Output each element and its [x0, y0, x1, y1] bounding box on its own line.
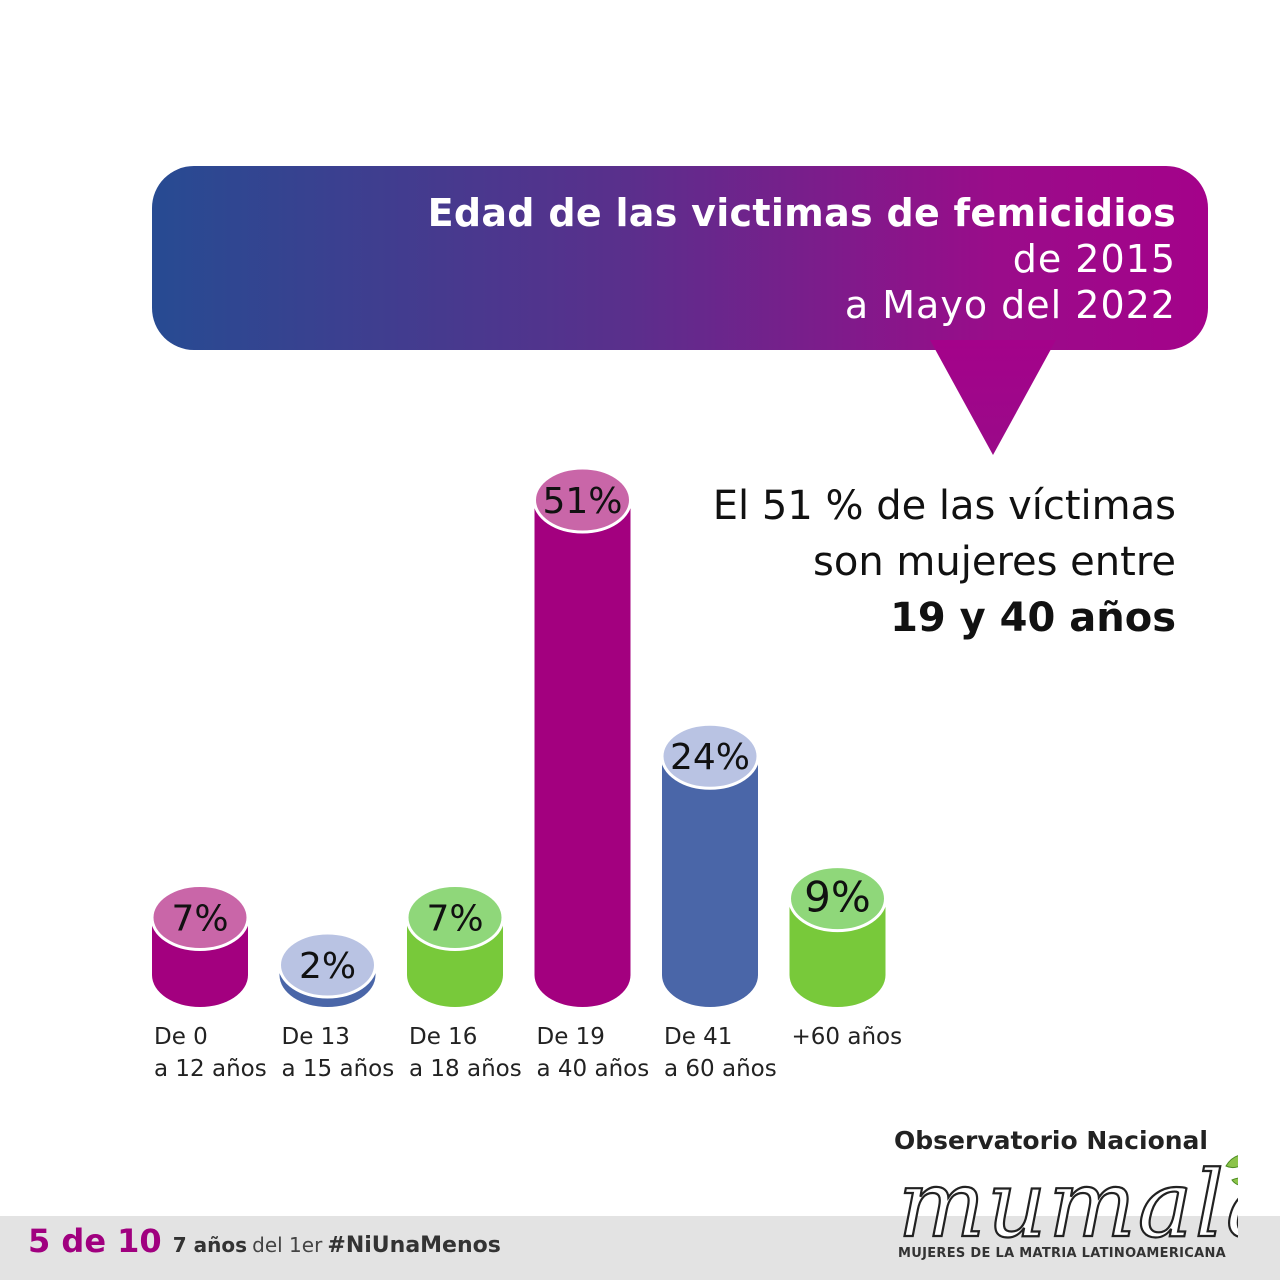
footer-text: 5 de 10 7 años del 1er #NiUnaMenos: [28, 1222, 501, 1260]
category-label-line2: a 18 años: [409, 1056, 522, 1082]
title-banner: [152, 166, 1208, 350]
banner-text: Edad de las victimas de femicidios de 20…: [428, 190, 1176, 328]
mumala-logo: Observatorio Nacional mumala MUJERES DE …: [880, 1120, 1260, 1270]
bar-top-4: [660, 722, 760, 790]
footer-years: 7 años: [172, 1233, 248, 1257]
bar-top-1: [278, 931, 377, 999]
category-label-line2: a 60 años: [664, 1056, 777, 1082]
leaf-icon-small: [1231, 1177, 1238, 1186]
category-label-4: De 41 a 60 años: [664, 1021, 794, 1085]
bar-value-label-0: 7%: [171, 899, 228, 940]
bar-top-3: [533, 466, 632, 534]
bar-1: 2%: [278, 931, 377, 1007]
category-label-line1: De 16: [409, 1024, 478, 1050]
logo-word-text: mumala: [898, 1151, 1238, 1250]
category-label-line2: a 12 años: [154, 1056, 267, 1082]
chart-title: Edad de las victimas de femicidios: [427, 191, 1176, 235]
category-label-line2: a 15 años: [281, 1056, 395, 1082]
category-label-line1: De 19: [536, 1024, 605, 1050]
bar-value-label-2: 7%: [426, 899, 483, 940]
category-label-line2: a 40 años: [536, 1056, 650, 1082]
highlight-statement: El 51 % de las víctimas son mujeres entr…: [713, 478, 1176, 646]
bar-top-2: [405, 884, 505, 952]
bar-body-4: [662, 756, 758, 1007]
category-label-line1: De 41: [664, 1024, 733, 1050]
category-label-line1: De 0: [154, 1024, 208, 1050]
category-label-5: +60 años: [792, 1021, 922, 1053]
leaf-icon: [1225, 1155, 1238, 1169]
bar-value-label-1: 2%: [299, 946, 356, 987]
bar-chart: 7% 2% 7% 51% 24% 9%: [150, 466, 887, 1007]
footer-middle: del 1er: [252, 1233, 323, 1257]
bar-4: 24%: [660, 722, 760, 1007]
chart-subtitle-line1: de 2015: [1012, 237, 1176, 281]
logo-bottom-text: MUJERES DE LA MATRIA LATINOAMERICANA: [898, 1246, 1227, 1261]
category-label-2: De 16 a 18 años: [409, 1021, 539, 1085]
bar-3: 51%: [533, 466, 632, 1007]
bar-value-label-3: 51%: [542, 481, 622, 522]
highlight-line1: El 51 % de las víctimas: [712, 483, 1176, 529]
category-label-line1: De 13: [281, 1024, 350, 1050]
logo-top-text: Observatorio Nacional: [894, 1126, 1208, 1155]
bar-body-3: [534, 500, 631, 1007]
bar-top-5: [788, 865, 887, 933]
highlight-line2: son mujeres entre: [813, 539, 1176, 585]
footer-bar: [0, 1216, 1280, 1280]
chart-subtitle-line2: a Mayo del 2022: [844, 283, 1176, 327]
logo-wordmark: mumala: [897, 1150, 1238, 1250]
bar-0: 7%: [150, 884, 250, 1007]
category-label-line1: +60 años: [791, 1024, 903, 1050]
category-label-3: De 19 a 40 años: [537, 1021, 667, 1085]
footer-count: 5 de 10: [28, 1222, 162, 1260]
category-label-0: De 0 a 12 años: [154, 1021, 284, 1085]
bar-value-label-5: 9%: [804, 873, 871, 922]
footer-hashtag: #NiUnaMenos: [327, 1233, 501, 1258]
bar-top-0: [150, 884, 250, 952]
bar-value-label-4: 24%: [670, 737, 750, 778]
category-label-1: De 13 a 15 años: [282, 1021, 412, 1085]
bar-2: 7%: [405, 884, 505, 1007]
highlight-line3: 19 y 40 años: [890, 595, 1176, 641]
bar-5: 9%: [788, 865, 887, 1007]
